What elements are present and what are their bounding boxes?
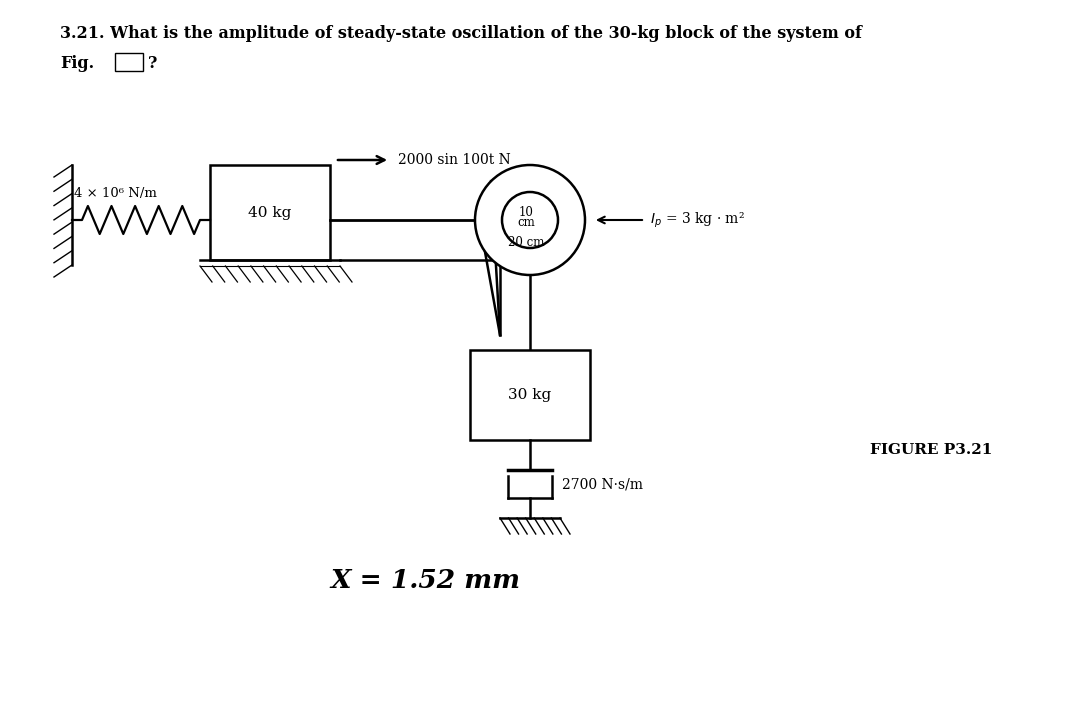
Text: 4 × 10⁶ N/m: 4 × 10⁶ N/m: [75, 187, 157, 200]
Text: FIGURE P3.21: FIGURE P3.21: [870, 443, 993, 457]
Text: ?: ?: [148, 55, 158, 72]
Text: Fig.: Fig.: [60, 55, 94, 72]
Text: cm: cm: [517, 215, 535, 228]
Text: 2000 sin 100t N: 2000 sin 100t N: [399, 153, 511, 167]
Text: 2700 N·s/m: 2700 N·s/m: [562, 477, 643, 491]
Bar: [470, 350, 590, 440]
Text: 40 kg: 40 kg: [248, 206, 292, 220]
Circle shape: [502, 192, 558, 248]
Text: $\mathit{I}_p$ = 3 kg · m²: $\mathit{I}_p$ = 3 kg · m²: [650, 210, 745, 230]
Bar: [210, 165, 330, 260]
Circle shape: [475, 165, 585, 275]
FancyBboxPatch shape: [114, 53, 143, 71]
Text: X = 1.52 mm: X = 1.52 mm: [330, 568, 519, 593]
Text: 10: 10: [518, 206, 534, 219]
Text: 20 cm: 20 cm: [508, 236, 544, 249]
Text: 30 kg: 30 kg: [509, 388, 552, 402]
Text: 3.21. What is the amplitude of steady-state oscillation of the 30-kg block of th: 3.21. What is the amplitude of steady-st…: [60, 25, 862, 42]
